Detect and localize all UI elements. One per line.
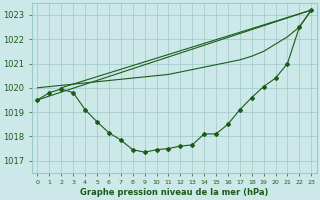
X-axis label: Graphe pression niveau de la mer (hPa): Graphe pression niveau de la mer (hPa) [80,188,268,197]
